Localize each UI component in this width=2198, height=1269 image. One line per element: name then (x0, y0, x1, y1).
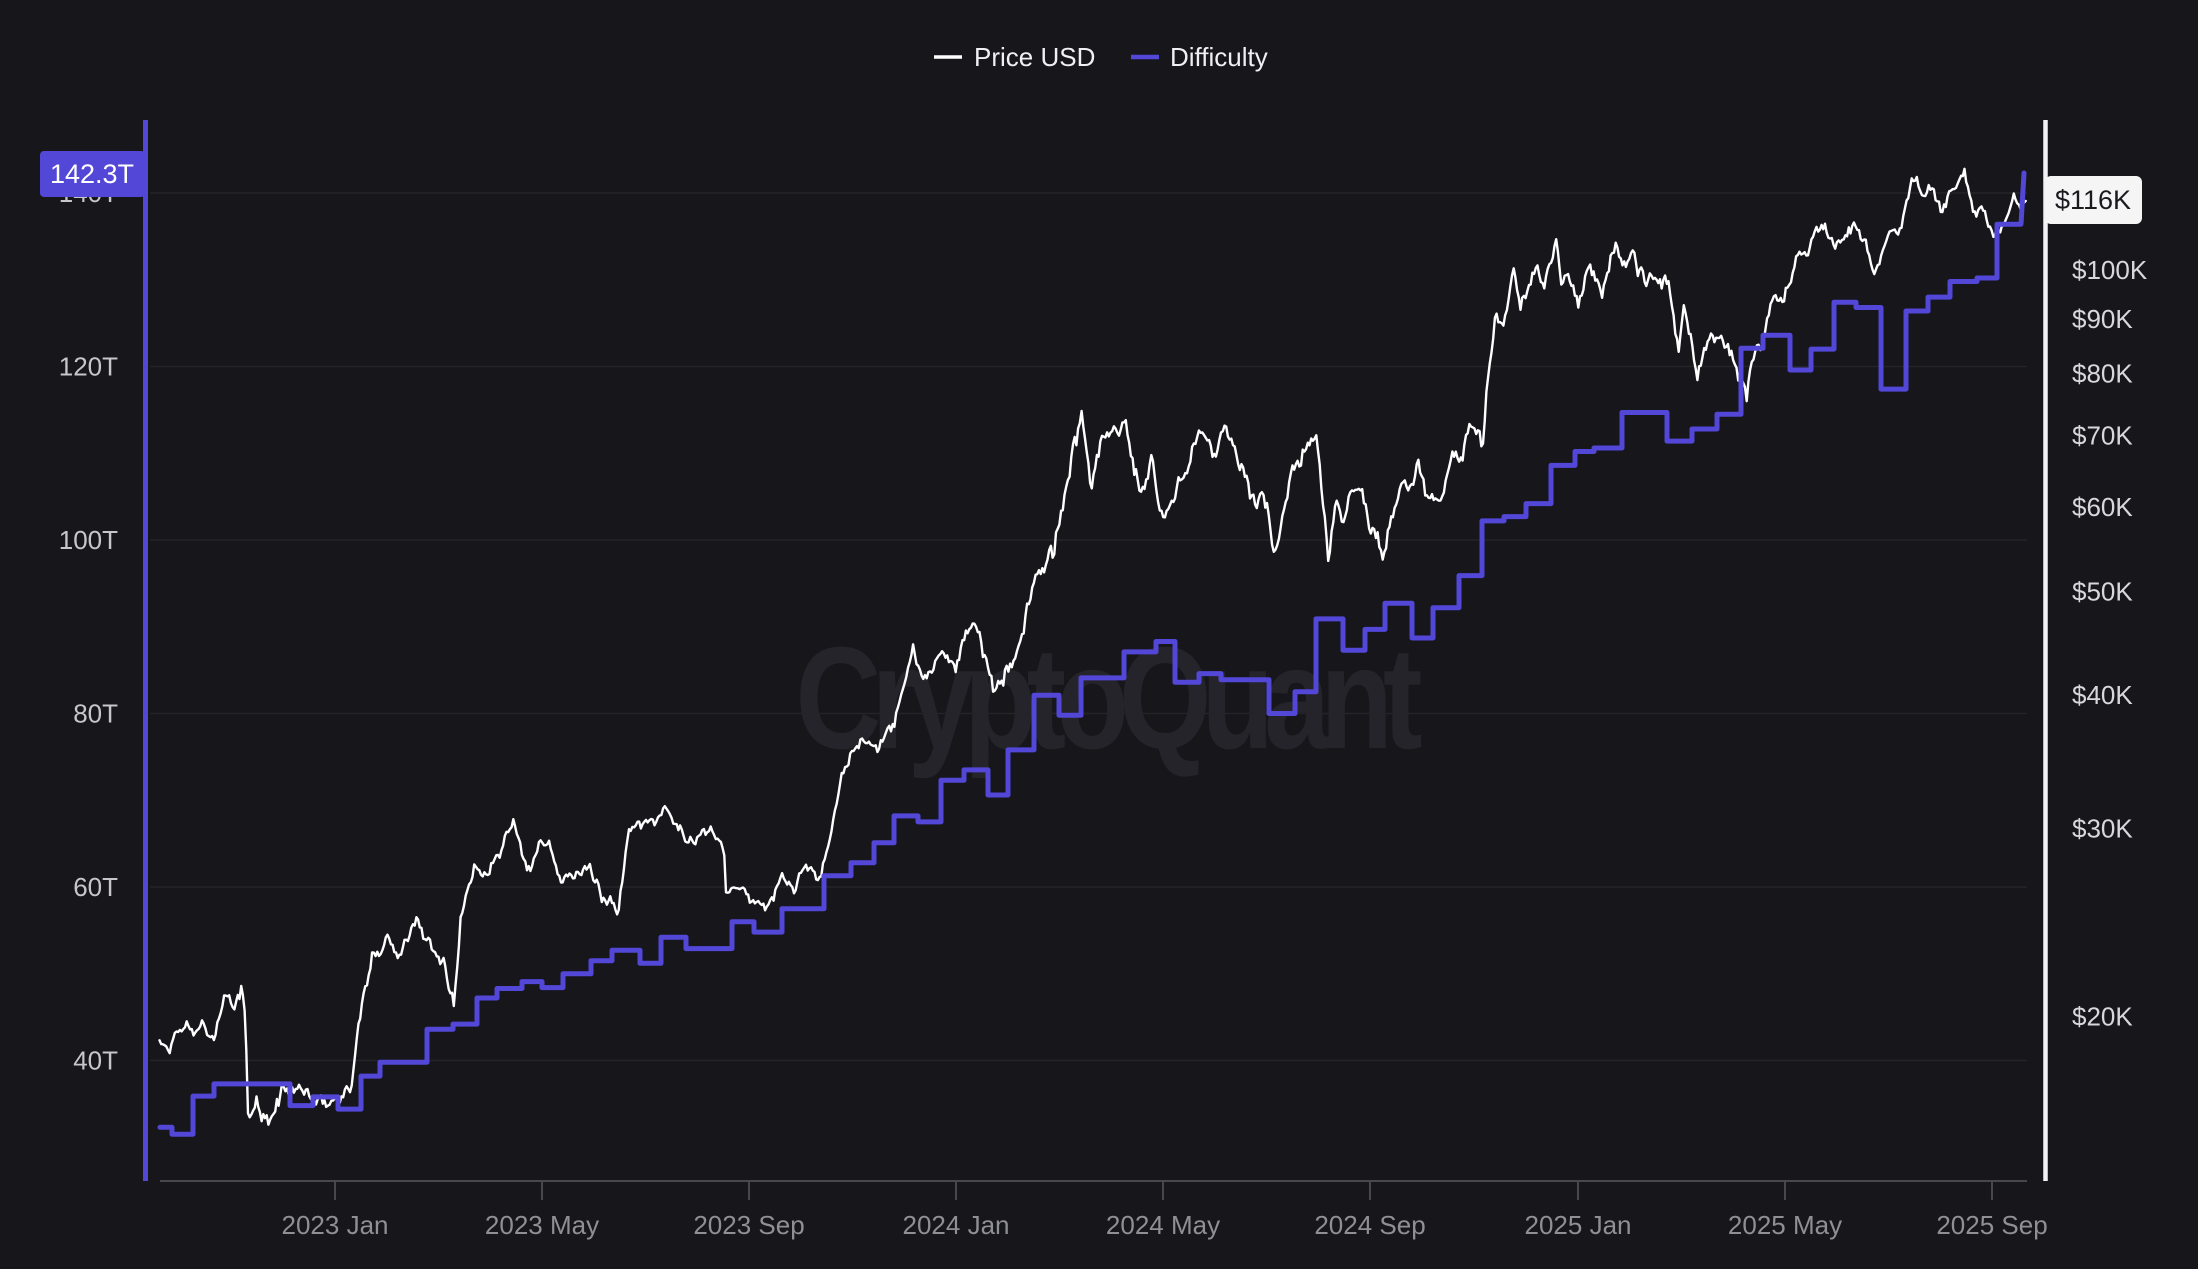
svg-text:$60K: $60K (2072, 492, 2133, 522)
svg-text:2023 Sep: 2023 Sep (693, 1210, 804, 1240)
svg-text:$80K: $80K (2072, 359, 2133, 389)
svg-text:2023 Jan: 2023 Jan (282, 1210, 389, 1240)
svg-text:2025 May: 2025 May (1728, 1210, 1842, 1240)
svg-text:100T: 100T (59, 525, 118, 555)
svg-text:2025 Jan: 2025 Jan (1525, 1210, 1632, 1240)
svg-text:$116K: $116K (2055, 185, 2131, 215)
svg-text:2025 Sep: 2025 Sep (1936, 1210, 2047, 1240)
svg-text:Difficulty: Difficulty (1170, 42, 1268, 72)
svg-text:142.3T: 142.3T (50, 159, 134, 189)
svg-text:60T: 60T (73, 872, 118, 902)
svg-text:40T: 40T (73, 1046, 118, 1076)
svg-text:$70K: $70K (2072, 420, 2133, 450)
svg-text:$90K: $90K (2072, 304, 2133, 334)
svg-text:2023 May: 2023 May (485, 1210, 599, 1240)
svg-text:$20K: $20K (2072, 1002, 2133, 1032)
svg-text:2024 Sep: 2024 Sep (1314, 1210, 1425, 1240)
svg-text:2024 Jan: 2024 Jan (903, 1210, 1010, 1240)
svg-text:120T: 120T (59, 352, 118, 382)
svg-text:$40K: $40K (2072, 680, 2133, 710)
svg-text:$100K: $100K (2072, 255, 2148, 285)
svg-text:2024 May: 2024 May (1106, 1210, 1220, 1240)
svg-text:80T: 80T (73, 699, 118, 729)
svg-text:$30K: $30K (2072, 813, 2133, 843)
svg-text:$50K: $50K (2072, 577, 2133, 607)
svg-text:CryptoQuant: CryptoQuant (795, 618, 1421, 780)
svg-text:Price USD: Price USD (974, 42, 1095, 72)
